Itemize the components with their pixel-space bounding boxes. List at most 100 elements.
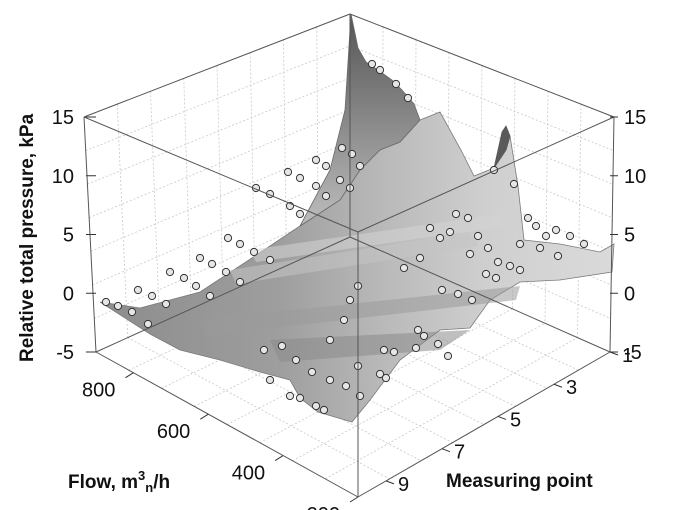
grid-line <box>90 141 351 252</box>
z-axis-label: Relative total pressure, kPa <box>17 113 38 362</box>
box-edge <box>83 13 351 118</box>
measured-point <box>321 191 331 201</box>
grid-line <box>349 204 611 319</box>
measured-point <box>337 143 347 153</box>
grid-line <box>127 337 390 480</box>
flow-tick-label: 200 <box>307 504 340 510</box>
measured-point <box>437 285 447 295</box>
flow-tick-label: 400 <box>232 463 265 485</box>
measured-point <box>249 247 259 257</box>
measured-point <box>467 295 477 305</box>
grid-line <box>544 91 549 324</box>
y-axis-label: Measuring point <box>446 471 593 492</box>
box-edge <box>95 236 351 353</box>
z-tick-label-right: 15 <box>624 107 646 129</box>
measured-point <box>113 301 123 311</box>
measured-point <box>143 319 153 329</box>
measured-point <box>541 231 551 241</box>
measured-point <box>223 233 233 243</box>
z-tick-label-left: 15 <box>52 107 74 129</box>
grid-line <box>85 45 351 151</box>
measured-point <box>319 405 329 415</box>
measured-point <box>379 345 389 355</box>
measured-point <box>295 393 305 403</box>
tick-labels: -5 -5 0 0 5 5 10 10 15 15 200 400 600 800 1 3 5 7 9 <box>52 107 647 510</box>
point-tick-label: 9 <box>398 474 409 496</box>
grid-line <box>88 109 351 219</box>
measured-point <box>403 93 413 103</box>
measured-point <box>375 65 385 75</box>
measured-point <box>345 295 355 305</box>
point-tick-label: 5 <box>510 409 521 431</box>
measured-point <box>375 369 385 379</box>
measured-point <box>493 257 503 267</box>
measured-point <box>127 307 137 317</box>
grid-line <box>283 39 287 266</box>
measured-point <box>277 341 287 351</box>
box-edge <box>83 116 359 233</box>
measured-point <box>265 255 275 265</box>
measured-point <box>311 181 321 191</box>
measured-point <box>191 281 201 291</box>
measured-point <box>483 243 493 253</box>
measured-point <box>295 209 305 219</box>
measured-point <box>433 339 443 349</box>
measured-point <box>399 263 409 273</box>
flow-tick-label: 600 <box>157 421 190 443</box>
measured-point <box>523 213 533 223</box>
measured-point <box>419 331 429 341</box>
measured-point <box>325 335 335 345</box>
measured-point <box>551 225 561 235</box>
measured-point <box>445 227 455 237</box>
measured-point <box>515 239 525 249</box>
measured-point <box>179 273 189 283</box>
measured-point <box>339 315 349 325</box>
measured-point <box>307 367 317 377</box>
box-edge <box>95 351 359 498</box>
z-tick-label-right: -5 <box>624 342 642 364</box>
measured-point <box>389 347 399 357</box>
surface-band <box>270 330 470 362</box>
measured-point <box>531 221 541 231</box>
grid-line <box>316 26 319 252</box>
measured-point <box>235 277 245 287</box>
grid-line <box>150 91 160 324</box>
grid-line <box>116 104 129 338</box>
measured-point <box>259 345 269 355</box>
pressure-surface <box>99 13 615 423</box>
box-edge <box>349 236 611 353</box>
z-tick-label-left: 0 <box>63 283 74 305</box>
measured-point <box>235 239 245 249</box>
measured-point <box>553 251 563 261</box>
measured-point <box>285 391 295 401</box>
measured-point <box>453 289 463 299</box>
measured-point <box>465 249 475 259</box>
measured-point <box>565 231 575 241</box>
measured-point <box>221 267 231 277</box>
flow-tick-label: 800 <box>82 380 115 402</box>
measured-point <box>347 149 357 159</box>
measured-point <box>335 175 345 185</box>
measured-point <box>133 285 143 295</box>
measured-point <box>311 401 321 411</box>
measured-point <box>341 381 351 391</box>
axis-box <box>83 13 615 498</box>
grid-line <box>92 172 351 286</box>
z-tick-label-left: -5 <box>56 342 74 364</box>
grid-line <box>249 52 256 281</box>
z-tick-label-right: 0 <box>624 283 635 305</box>
grid-line <box>577 104 582 338</box>
z-tick-label-left: 5 <box>63 225 74 247</box>
grid-line <box>183 78 192 309</box>
measured-point <box>165 267 175 277</box>
measured-point <box>195 253 205 263</box>
measured-point <box>147 291 157 301</box>
measured-point <box>473 231 483 241</box>
measured-point <box>325 375 335 385</box>
point-tick-label: 1 <box>622 345 633 367</box>
measured-point <box>391 79 401 89</box>
surface-band <box>200 286 520 336</box>
measured-point <box>579 239 589 249</box>
z-tick-label-left: 10 <box>52 166 74 188</box>
